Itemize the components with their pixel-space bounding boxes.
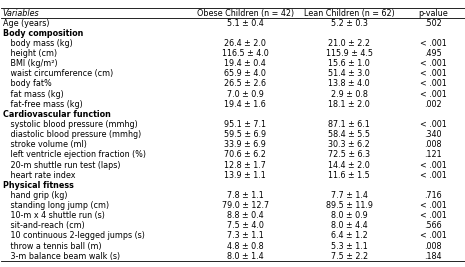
Text: 13.8 ± 4.0: 13.8 ± 4.0	[328, 80, 370, 88]
Text: < .001: < .001	[419, 39, 446, 48]
Text: 87.1 ± 6.1: 87.1 ± 6.1	[328, 120, 370, 129]
Text: 3-m balance beam walk (s): 3-m balance beam walk (s)	[3, 252, 120, 261]
Text: 51.4 ± 3.0: 51.4 ± 3.0	[328, 69, 370, 78]
Text: .121: .121	[424, 150, 442, 159]
Text: height (cm): height (cm)	[3, 49, 57, 58]
Text: fat-free mass (kg): fat-free mass (kg)	[3, 100, 83, 109]
Text: body fat%: body fat%	[3, 80, 52, 88]
Text: 33.9 ± 6.9: 33.9 ± 6.9	[224, 140, 266, 149]
Text: < .001: < .001	[419, 80, 446, 88]
Text: diastolic blood pressure (mmhg): diastolic blood pressure (mmhg)	[3, 130, 141, 139]
Text: 18.1 ± 2.0: 18.1 ± 2.0	[328, 100, 370, 109]
Text: waist circumference (cm): waist circumference (cm)	[3, 69, 113, 78]
Text: 21.0 ± 2.2: 21.0 ± 2.2	[328, 39, 370, 48]
Text: .008: .008	[424, 140, 442, 149]
Text: body mass (kg): body mass (kg)	[3, 39, 73, 48]
Text: fat mass (kg): fat mass (kg)	[3, 90, 64, 99]
Text: 8.0 ± 4.4: 8.0 ± 4.4	[331, 221, 367, 230]
Text: < .001: < .001	[419, 69, 446, 78]
Text: .566: .566	[424, 221, 442, 230]
Text: 10 continuous 2-legged jumps (s): 10 continuous 2-legged jumps (s)	[3, 231, 145, 241]
Text: 8.0 ± 0.9: 8.0 ± 0.9	[331, 211, 368, 220]
Text: < .001: < .001	[419, 160, 446, 170]
Text: 13.9 ± 1.1: 13.9 ± 1.1	[225, 171, 266, 180]
Text: 59.5 ± 6.9: 59.5 ± 6.9	[224, 130, 266, 139]
Text: 4.8 ± 0.8: 4.8 ± 0.8	[227, 242, 264, 251]
Text: Lean Children (n = 62): Lean Children (n = 62)	[304, 9, 395, 18]
Text: 8.8 ± 0.4: 8.8 ± 0.4	[227, 211, 264, 220]
Text: .008: .008	[424, 242, 442, 251]
Text: throw a tennis ball (m): throw a tennis ball (m)	[3, 242, 101, 251]
Text: < .001: < .001	[419, 231, 446, 241]
Text: 20-m shuttle run test (laps): 20-m shuttle run test (laps)	[3, 160, 120, 170]
Text: Age (years): Age (years)	[3, 19, 49, 28]
Text: 5.3 ± 1.1: 5.3 ± 1.1	[331, 242, 368, 251]
Text: 115.9 ± 4.5: 115.9 ± 4.5	[326, 49, 373, 58]
Text: 2.9 ± 0.8: 2.9 ± 0.8	[331, 90, 368, 99]
Text: BMI (kg/m²): BMI (kg/m²)	[3, 59, 57, 68]
Text: .002: .002	[424, 100, 442, 109]
Text: 30.3 ± 6.2: 30.3 ± 6.2	[328, 140, 370, 149]
Text: < .001: < .001	[419, 201, 446, 210]
Text: 5.2 ± 0.3: 5.2 ± 0.3	[331, 19, 368, 28]
Text: Cardiovascular function: Cardiovascular function	[3, 110, 111, 119]
Text: 79.0 ± 12.7: 79.0 ± 12.7	[222, 201, 269, 210]
Text: < .001: < .001	[419, 120, 446, 129]
Text: 12.8 ± 1.7: 12.8 ± 1.7	[224, 160, 266, 170]
Text: .184: .184	[424, 252, 442, 261]
Text: 6.4 ± 1.2: 6.4 ± 1.2	[331, 231, 368, 241]
Text: heart rate index: heart rate index	[3, 171, 75, 180]
Text: < .001: < .001	[419, 211, 446, 220]
Text: < .001: < .001	[419, 90, 446, 99]
Text: 7.8 ± 1.1: 7.8 ± 1.1	[227, 191, 264, 200]
Text: 14.4 ± 2.0: 14.4 ± 2.0	[328, 160, 370, 170]
Text: 7.7 ± 1.4: 7.7 ± 1.4	[331, 191, 368, 200]
Text: Obese Children (n = 42): Obese Children (n = 42)	[197, 9, 294, 18]
Text: .495: .495	[424, 49, 442, 58]
Text: 5.1 ± 0.4: 5.1 ± 0.4	[227, 19, 264, 28]
Text: 65.9 ± 4.0: 65.9 ± 4.0	[224, 69, 266, 78]
Text: left ventricle ejection fraction (%): left ventricle ejection fraction (%)	[3, 150, 146, 159]
Text: sit-and-reach (cm): sit-and-reach (cm)	[3, 221, 85, 230]
Text: 116.5 ± 4.0: 116.5 ± 4.0	[222, 49, 269, 58]
Text: .340: .340	[424, 130, 442, 139]
Text: 89.5 ± 11.9: 89.5 ± 11.9	[326, 201, 373, 210]
Text: hand grip (kg): hand grip (kg)	[3, 191, 67, 200]
Text: Physical fitness: Physical fitness	[3, 181, 73, 190]
Text: 19.4 ± 1.6: 19.4 ± 1.6	[225, 100, 266, 109]
Text: .716: .716	[424, 191, 442, 200]
Text: 72.5 ± 6.3: 72.5 ± 6.3	[328, 150, 370, 159]
Text: Variables: Variables	[3, 9, 40, 18]
Text: 8.0 ± 1.4: 8.0 ± 1.4	[227, 252, 264, 261]
Text: 7.5 ± 2.2: 7.5 ± 2.2	[331, 252, 368, 261]
Text: 7.3 ± 1.1: 7.3 ± 1.1	[227, 231, 264, 241]
Text: 70.6 ± 6.2: 70.6 ± 6.2	[224, 150, 266, 159]
Text: 10-m x 4 shuttle run (s): 10-m x 4 shuttle run (s)	[3, 211, 105, 220]
Text: systolic blood pressure (mmhg): systolic blood pressure (mmhg)	[3, 120, 138, 129]
Text: Body composition: Body composition	[3, 29, 83, 38]
Text: 11.6 ± 1.5: 11.6 ± 1.5	[328, 171, 370, 180]
Text: 26.4 ± 2.0: 26.4 ± 2.0	[224, 39, 266, 48]
Text: .502: .502	[424, 19, 442, 28]
Text: 26.5 ± 2.6: 26.5 ± 2.6	[224, 80, 266, 88]
Text: 7.5 ± 4.0: 7.5 ± 4.0	[227, 221, 264, 230]
Text: stroke volume (ml): stroke volume (ml)	[3, 140, 86, 149]
Text: 95.1 ± 7.1: 95.1 ± 7.1	[224, 120, 266, 129]
Text: 19.4 ± 0.4: 19.4 ± 0.4	[225, 59, 266, 68]
Text: < .001: < .001	[419, 171, 446, 180]
Text: 7.0 ± 0.9: 7.0 ± 0.9	[227, 90, 264, 99]
Text: standing long jump (cm): standing long jump (cm)	[3, 201, 109, 210]
Text: p-value: p-value	[418, 9, 448, 18]
Text: 15.6 ± 1.0: 15.6 ± 1.0	[328, 59, 370, 68]
Text: < .001: < .001	[419, 59, 446, 68]
Text: 58.4 ± 5.5: 58.4 ± 5.5	[328, 130, 370, 139]
